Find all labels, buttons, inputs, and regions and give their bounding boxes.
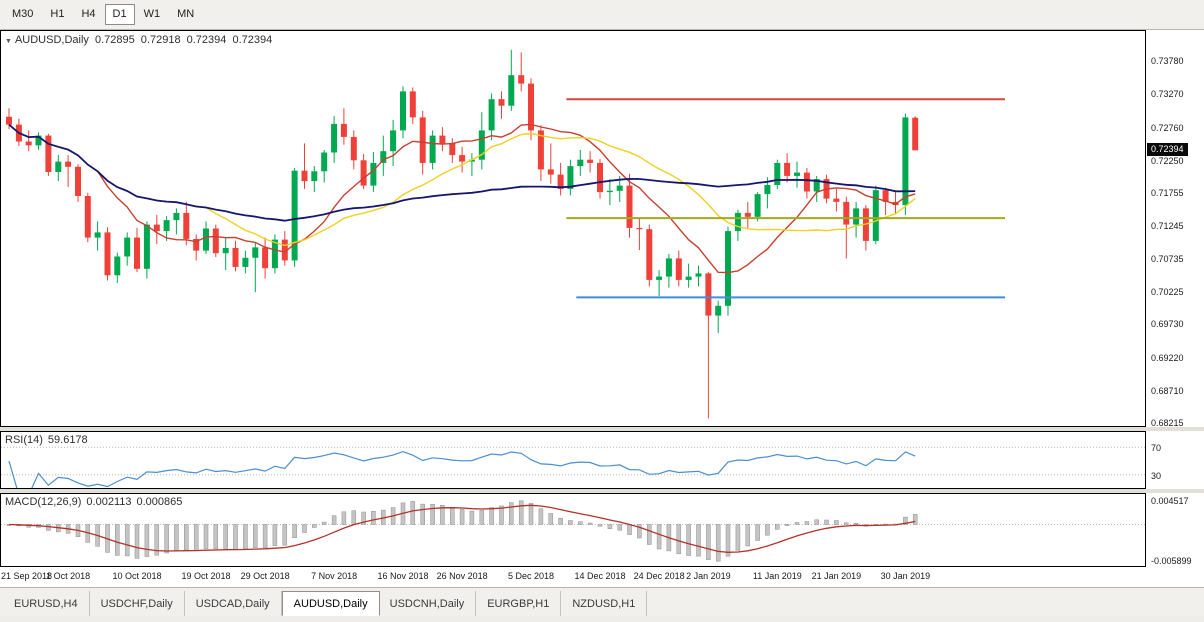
timeframe-button-h1[interactable]: H1 [42, 4, 72, 25]
chart-tab-eurusd-h4[interactable]: EURUSD,H4 [3, 591, 90, 616]
price-axis-label: 0.70735 [1151, 254, 1184, 265]
ohlc-low: 0.72394 [186, 34, 227, 46]
chart-title: ▼ AUDUSD,Daily 0.72895 0.72918 0.72394 0.… [5, 34, 275, 46]
ma-slow-line [8, 123, 916, 222]
current-price-badge: 0.72394 [1147, 143, 1188, 157]
macd-plot: MACD(12,26,9) 0.002113 0.000865 [0, 493, 1146, 567]
rsi-panel: RSI(14) 59.6178 70 30 [0, 431, 1204, 489]
price-axis-label: 0.71245 [1151, 221, 1184, 231]
rsi-plot: RSI(14) 59.6178 [0, 431, 1146, 489]
price-axis-label: 0.73270 [1151, 89, 1184, 100]
timeframe-toolbar: M30 H1 H4 D1 W1 MN [0, 0, 1204, 30]
rsi-canvas[interactable] [0, 431, 1146, 489]
price-axis-label: 0.72250 [1151, 155, 1184, 166]
timeframe-button-mn[interactable]: MN [169, 4, 202, 25]
price-axis-label: 0.70225 [1151, 287, 1184, 298]
price-chart-plot: ▼ AUDUSD,Daily 0.72895 0.72918 0.72394 0.… [0, 30, 1146, 427]
x-axis-label: 14 Dec 2018 [574, 571, 626, 581]
x-axis-label: 16 Nov 2018 [377, 571, 429, 581]
price-axis-label: 0.72760 [1151, 122, 1184, 133]
x-axis-label: 24 Dec 2018 [633, 571, 685, 581]
ohlc-high: 0.72918 [140, 34, 181, 46]
ma-fast-line [8, 123, 916, 274]
ohlc-open: 0.72895 [94, 34, 135, 46]
symbol-dropdown-icon[interactable]: ▼ [5, 38, 12, 45]
x-axis-label: 26 Nov 2018 [436, 571, 488, 581]
rsi-line [8, 450, 916, 488]
macd-axis-label: -0.005899 [1151, 556, 1192, 566]
macd-canvas[interactable] [0, 493, 1146, 567]
macd-main-value: 0.002113 [86, 496, 132, 508]
price-chart-panel: ▼ AUDUSD,Daily 0.72895 0.72918 0.72394 0.… [0, 30, 1204, 428]
rsi-label: RSI(14) 59.6178 [5, 434, 93, 446]
chart-tab-eurgbp-h1[interactable]: EURGBP,H1 [476, 591, 562, 616]
rsi-axis[interactable]: 70 30 [1146, 431, 1202, 489]
panel-splitter[interactable] [0, 489, 1204, 493]
timeframe-button-w1[interactable]: W1 [136, 4, 169, 25]
x-axis-label: 2 Jan 2019 [686, 571, 731, 581]
ma-overlays [8, 123, 916, 274]
panel-splitter[interactable] [0, 427, 1204, 431]
macd-axis[interactable]: 0.004517 -0.005899 [1146, 493, 1202, 567]
timeframe-button-h4[interactable]: H4 [73, 4, 103, 25]
timeframe-button-d1[interactable]: D1 [104, 4, 135, 25]
price-axis-label: 0.68215 [1151, 417, 1184, 428]
macd-name: MACD(12,26,9) [5, 496, 82, 508]
macd-panel: MACD(12,26,9) 0.002113 0.000865 0.004517 -0… [0, 493, 1204, 567]
ohlc-close: 0.72394 [232, 34, 273, 46]
rsi-name: RSI(14) [5, 434, 43, 446]
x-axis-label: 1 Oct 2018 [46, 571, 91, 581]
x-axis-label: 10 Oct 2018 [112, 571, 162, 581]
price-axis-label: 0.68710 [1151, 385, 1184, 396]
chart-tabs-bar: EURUSD,H4 USDCHF,Daily USDCAD,Daily AUDUSD,… [0, 587, 1204, 616]
price-chart-canvas[interactable] [0, 30, 1146, 427]
chart-tab-nzdusd-h1[interactable]: NZDUSD,H1 [561, 591, 648, 616]
rsi-axis-label: 70 [1151, 443, 1162, 454]
macd-histogram [6, 500, 918, 562]
time-axis[interactable]: 21 Sep 2018 1 Oct 2018 10 Oct 2018 19 Oct 2… [0, 567, 1204, 587]
chart-tab-audusd-daily[interactable]: AUDUSD,Daily [281, 591, 380, 616]
chart-tab-usdcad-daily[interactable]: USDCAD,Daily [185, 591, 282, 616]
x-axis-label: 30 Jan 2019 [880, 571, 931, 581]
macd-signal-value: 0.000865 [136, 496, 183, 508]
x-axis-label: 5 Dec 2018 [507, 571, 555, 581]
x-axis-label: 7 Nov 2018 [311, 571, 358, 581]
rsi-value: 59.6178 [47, 434, 88, 446]
x-axis-label: 19 Oct 2018 [181, 571, 231, 581]
x-axis-label: 29 Oct 2018 [240, 571, 290, 581]
macd-axis-label: 0.004517 [1151, 496, 1189, 506]
macd-label: MACD(12,26,9) 0.002113 0.000865 [5, 496, 187, 508]
rsi-axis-label: 30 [1151, 470, 1162, 481]
chart-tab-usdchf-daily[interactable]: USDCHF,Daily [90, 591, 185, 616]
price-axis-label: 0.71755 [1151, 187, 1184, 198]
x-axis-label: 21 Sep 2018 [1, 571, 53, 581]
x-axis-label: 21 Jan 2019 [811, 571, 862, 581]
chart-symbol: AUDUSD,Daily [14, 34, 89, 46]
macd-signal-line [8, 504, 916, 553]
chart-tab-usdcnh-daily[interactable]: USDCNH,Daily [379, 591, 477, 616]
price-axis-label: 0.69220 [1151, 352, 1184, 363]
price-axis[interactable]: 0.73780 0.73270 0.72760 0.72250 0.71755 0.712… [1146, 30, 1202, 428]
price-axis-label: 0.73780 [1151, 56, 1184, 67]
timeframe-button-m30[interactable]: M30 [4, 4, 41, 25]
price-axis-label: 0.69730 [1151, 319, 1184, 330]
x-axis-label: 11 Jan 2019 [752, 571, 802, 581]
